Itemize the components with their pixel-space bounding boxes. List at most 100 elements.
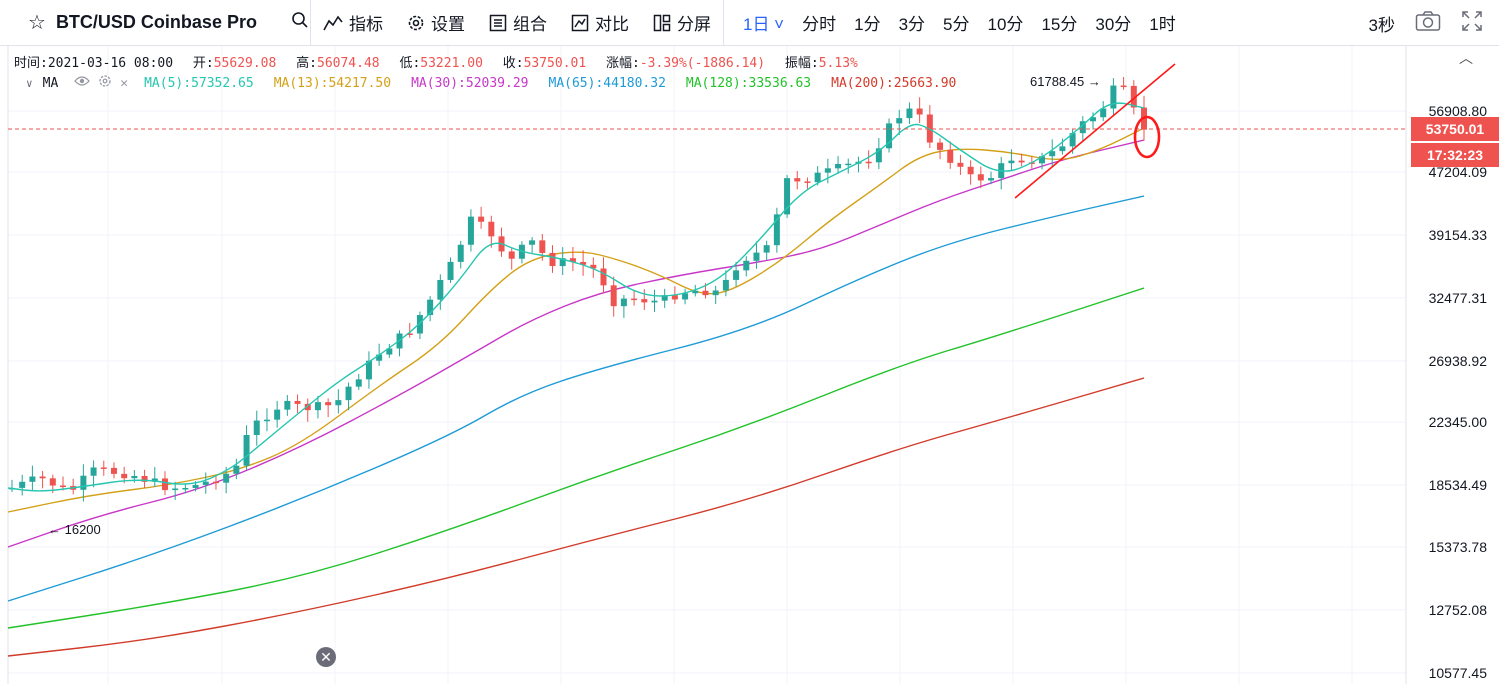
interval-1h[interactable]: 1时 — [1149, 15, 1176, 34]
candle-body — [355, 379, 362, 387]
ma200-value: MA(200):25663.90 — [831, 75, 957, 91]
interval-1m[interactable]: 1分 — [854, 15, 881, 34]
candle-body — [722, 279, 729, 291]
candle-body — [580, 261, 587, 265]
refresh-rate[interactable]: 3秒 — [1368, 15, 1395, 35]
ma-label: MA — [42, 75, 59, 91]
ma128-value: MA(128):33536.63 — [685, 75, 812, 91]
candle-body — [529, 240, 536, 245]
chevron-down-icon[interactable]: ∨ — [26, 76, 33, 90]
interval-5m[interactable]: 5分 — [943, 15, 970, 34]
candle-body — [845, 163, 852, 166]
candle-body — [835, 163, 842, 169]
candle-body — [733, 270, 740, 280]
candle-body — [753, 252, 760, 261]
symbol-title[interactable]: BTC/USD Coinbase Pro — [55, 12, 257, 32]
candle-body — [304, 403, 311, 411]
candle-body — [763, 245, 770, 253]
interval-3m[interactable]: 3分 — [898, 15, 926, 34]
search-icon[interactable] — [291, 11, 309, 34]
candle-body — [661, 295, 668, 301]
interval-1d[interactable]: 1日 ˅ — [743, 15, 785, 34]
split-screen-icon — [653, 14, 671, 31]
candle-body — [651, 300, 658, 303]
close-label: 收: — [502, 56, 524, 71]
candle-body — [151, 478, 158, 482]
amplitude-value: 5.13% — [818, 56, 858, 71]
change-label: 涨幅: — [606, 56, 640, 71]
candle-body — [1008, 160, 1015, 164]
candle-body — [937, 142, 944, 150]
symbol-area[interactable]: ☆ BTC/USD Coinbase Pro — [0, 10, 310, 35]
candle-body — [447, 261, 454, 280]
gear-icon[interactable] — [98, 74, 112, 92]
candle-body — [202, 481, 209, 485]
combine-button[interactable]: 组合 — [477, 0, 559, 46]
candle-body — [610, 285, 617, 307]
ma5-value: MA(5):57352.65 — [144, 75, 254, 91]
candle-body — [100, 467, 107, 469]
high-price-marker: 61788.45 → — [1030, 74, 1101, 89]
low-value: 53221.00 — [420, 56, 483, 71]
interval-10m[interactable]: 10分 — [987, 15, 1024, 34]
ma13-line — [7, 127, 1145, 513]
ma65-line — [7, 195, 1145, 602]
camera-icon[interactable] — [1415, 10, 1441, 37]
price-chart[interactable]: 61788.45 → ← 16200 — [0, 46, 1499, 684]
candle-body — [161, 478, 168, 491]
candle-body — [1049, 151, 1056, 157]
ma-legend: ∨ MA ✕ MA(5):57352.65 MA(13):54217.50 MA… — [26, 74, 976, 92]
gear-icon — [408, 15, 424, 30]
candle-body — [712, 290, 719, 296]
candle-body — [212, 481, 219, 484]
candle-body — [702, 290, 709, 296]
candle-body — [376, 354, 383, 361]
candle-body — [1079, 121, 1086, 134]
close-icon[interactable]: ✕ — [120, 75, 129, 91]
candle-body — [865, 161, 872, 164]
candle-body — [590, 264, 597, 269]
candle-body — [274, 409, 281, 420]
candle-body — [314, 402, 321, 411]
indicators-button[interactable]: 指标 — [311, 0, 395, 46]
candle-body — [416, 315, 423, 334]
candle-body — [1110, 85, 1117, 109]
candle-body — [182, 487, 189, 490]
compare-button[interactable]: 对比 — [559, 0, 641, 46]
close-icon[interactable]: ✕ — [316, 647, 336, 667]
interval-tick[interactable]: 分时 — [802, 15, 837, 34]
split-screen-button[interactable]: 分屏 — [641, 0, 723, 46]
compare-icon — [571, 14, 589, 31]
interval-30m[interactable]: 30分 — [1095, 15, 1132, 34]
candle-body — [294, 400, 301, 404]
candle-body — [90, 467, 97, 476]
y-axis-tick: 18534.49 — [1428, 477, 1487, 493]
ma30-value: MA(30):52039.29 — [411, 75, 529, 91]
time-value: 2021-03-16 08:00 — [47, 56, 174, 71]
high-label: 高: — [296, 56, 317, 71]
candle-body — [977, 174, 984, 181]
star-icon[interactable]: ☆ — [28, 12, 46, 34]
candle-body — [192, 484, 199, 488]
candle-body — [59, 485, 66, 488]
close-value: 53750.01 — [523, 56, 587, 71]
eye-icon[interactable] — [74, 75, 91, 91]
candle-body — [1100, 108, 1107, 118]
collapse-icon[interactable]: ︿ — [1459, 50, 1473, 66]
last-price-tag: 53750.01 — [1411, 117, 1499, 141]
candle-body — [896, 118, 903, 124]
interval-15m[interactable]: 15分 — [1041, 15, 1078, 34]
candle-body — [682, 293, 689, 300]
candle-body — [478, 216, 485, 222]
candle-body — [1069, 133, 1076, 147]
ohlc-readout: 时间:2021-03-16 08:00 开:55629.08 高:56074.4… — [14, 52, 858, 71]
candle-body — [1120, 85, 1127, 88]
candle-body — [1059, 146, 1066, 152]
candle-body — [620, 298, 627, 307]
candle-body — [600, 268, 607, 286]
candle-body — [824, 168, 831, 173]
candle-body — [110, 467, 117, 474]
fullscreen-icon[interactable] — [1461, 10, 1483, 37]
candle-body — [427, 299, 434, 316]
settings-button[interactable]: 设置 — [395, 0, 477, 46]
